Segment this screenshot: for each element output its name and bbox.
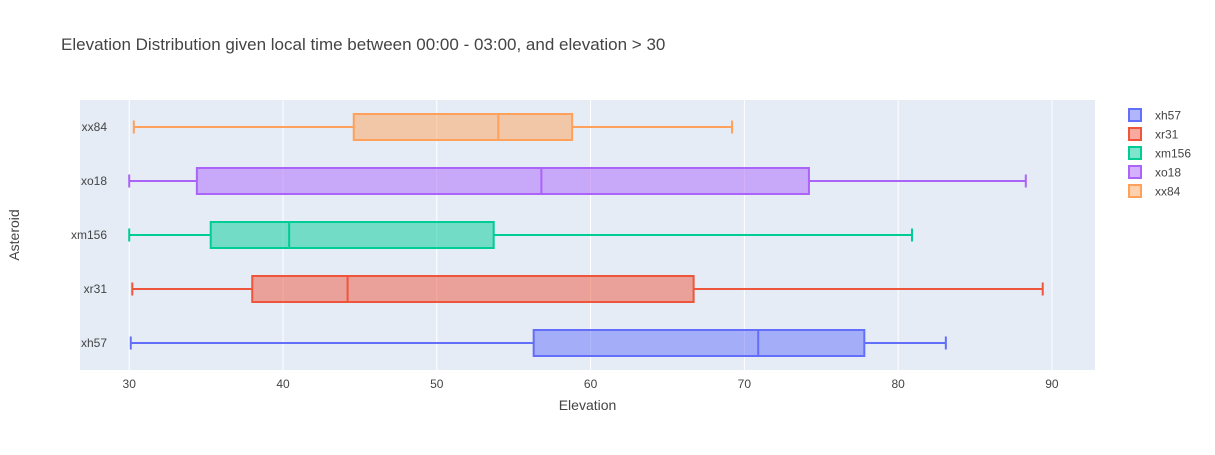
legend-swatch [1128,108,1142,122]
legend-label: xh57 [1155,109,1181,123]
box-iqr [195,167,810,195]
x-axis-title: Elevation [559,397,617,413]
x-tick-label: 90 [1045,377,1059,391]
legend-item-xx84: xx84 [1128,184,1181,199]
y-tick-label: xh57 [81,336,107,350]
legend-item-xo18: xo18 [1128,165,1181,180]
legend-item-xh57: xh57 [1128,108,1181,123]
box-xr31 [131,275,1044,303]
legend: xh57 xr31 xm156 xo18 xx84 [1128,108,1191,199]
legend-item-xm156: xm156 [1128,146,1191,161]
legend-swatch [1128,165,1142,179]
x-tick-labels: 30 40 50 60 70 80 90 [123,377,1059,391]
y-tick-labels: xh57 xr31 xm156 xo18 xx84 [71,120,107,350]
box-xx84 [132,113,734,141]
legend-swatch [1128,184,1142,198]
x-tick-label: 50 [430,377,444,391]
x-tick-label: 60 [584,377,598,391]
box-layer [128,113,1044,357]
box-xh57 [129,329,947,357]
y-tick-label: xo18 [81,174,107,188]
y-tick-label: xx84 [82,120,108,134]
legend-label: xm156 [1155,147,1191,161]
chart-title: Elevation Distribution given local time … [61,35,665,54]
legend-item-xr31: xr31 [1128,127,1179,142]
legend-label: xo18 [1155,166,1181,180]
box-xm156 [128,221,913,249]
legend-label: xr31 [1155,128,1179,142]
legend-label: xx84 [1155,185,1181,199]
x-tick-label: 80 [891,377,905,391]
box-iqr [352,113,574,141]
box-xo18 [128,167,1027,195]
y-tick-label: xr31 [84,282,108,296]
legend-swatch [1128,146,1142,160]
y-tick-label: xm156 [71,228,107,242]
legend-swatch [1128,127,1142,141]
box-iqr [532,329,866,357]
box-iqr [251,275,695,303]
x-tick-label: 30 [123,377,137,391]
x-tick-label: 40 [276,377,290,391]
y-axis-title: Asteroid [6,209,22,260]
box-iqr [209,221,495,249]
x-tick-label: 70 [738,377,752,391]
